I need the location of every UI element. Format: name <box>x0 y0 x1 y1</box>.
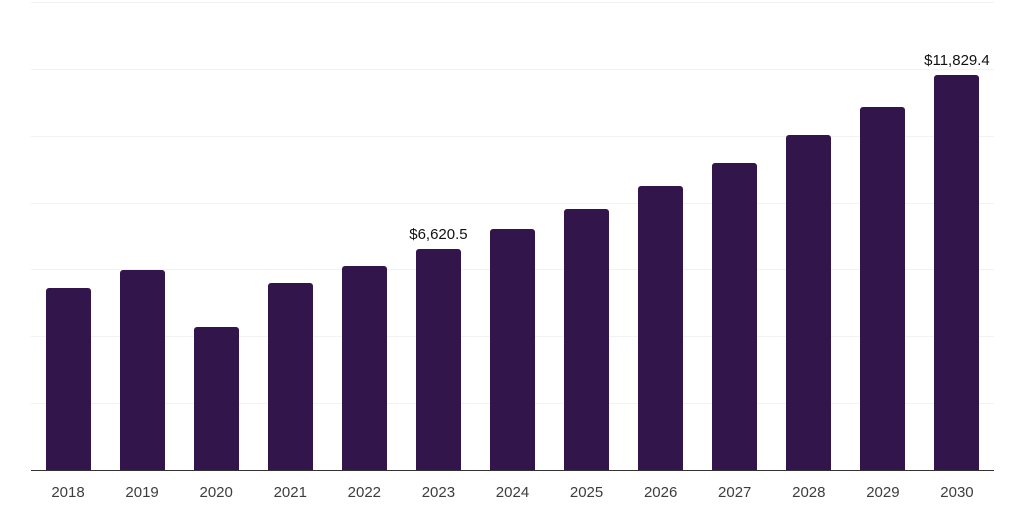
x-tick-label-2029: 2029 <box>866 484 900 501</box>
bar-2025[interactable] <box>564 209 610 470</box>
bar-2030[interactable] <box>934 74 980 470</box>
x-tick-label-2026: 2026 <box>643 484 678 501</box>
x-tick-label-2021: 2021 <box>273 484 307 501</box>
x-tick-label-2027: 2027 <box>718 484 752 501</box>
bar-2020[interactable] <box>193 327 239 470</box>
bar-2028[interactable] <box>786 135 832 470</box>
data-label-2023: $6,620.5 <box>409 225 468 243</box>
bar-2026[interactable] <box>638 185 684 470</box>
bar-2022[interactable] <box>341 266 387 470</box>
data-label-2030: $11,829.4 <box>924 51 990 69</box>
x-tick-label-2028: 2028 <box>792 484 826 501</box>
bar-2019[interactable] <box>119 270 165 470</box>
bar-2024[interactable] <box>490 229 535 470</box>
bar-2021[interactable] <box>267 282 313 470</box>
gridline-10000 <box>31 135 994 137</box>
bar-2018[interactable] <box>45 287 91 470</box>
x-tick-label-2022: 2022 <box>347 484 382 501</box>
x-axis-line <box>31 469 994 471</box>
x-tick-label-2030: 2030 <box>940 484 974 501</box>
bar-2023[interactable] <box>415 248 461 470</box>
bar-2027[interactable] <box>712 162 758 470</box>
gridline-14000 <box>31 2 994 3</box>
x-tick-label-2023: 2023 <box>421 484 456 501</box>
gridline-8000 <box>31 202 994 204</box>
x-tick-label-2024: 2024 <box>495 484 530 501</box>
x-tick-label-2025: 2025 <box>569 484 604 501</box>
x-tick-label-2018: 2018 <box>51 484 85 501</box>
bar-2029[interactable] <box>860 106 906 470</box>
x-tick-label-2019: 2019 <box>125 484 159 501</box>
x-tick-label-2020: 2020 <box>199 484 233 501</box>
gridline-12000 <box>31 68 994 70</box>
